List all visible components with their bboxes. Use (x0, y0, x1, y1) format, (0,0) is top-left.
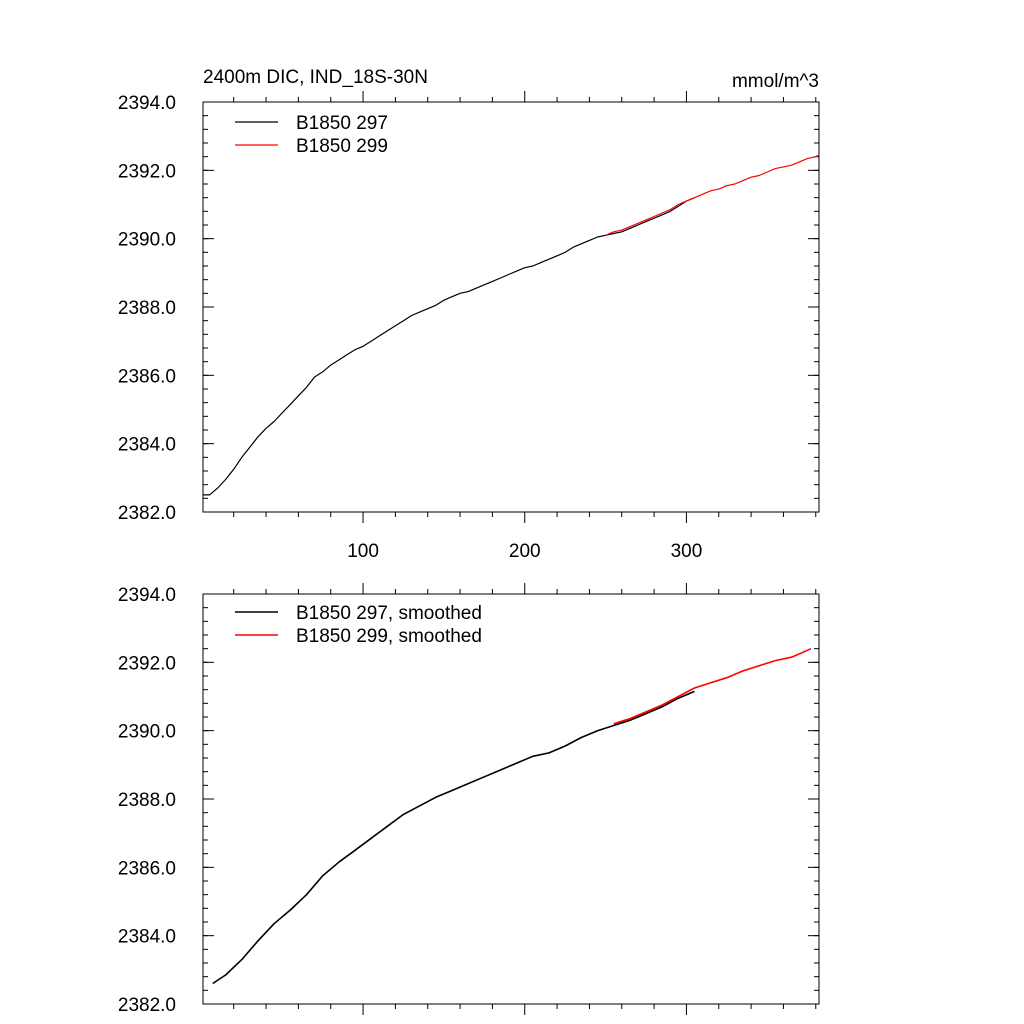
bottom-series-lines (212, 647, 812, 985)
top-legend-label-297: B1850 297 (296, 113, 388, 134)
top-series-line-b1850-297 (203, 197, 695, 496)
top-axis-ticks (203, 91, 819, 523)
bottom-y-tick-label: 2384.0 (118, 927, 176, 948)
bottom-y-tick-label: 2390.0 (118, 722, 176, 743)
top-y-tick-label: 2382.0 (118, 503, 176, 524)
bottom-y-tick-label: 2386.0 (118, 858, 176, 879)
top-y-tick-label: 2388.0 (118, 298, 176, 319)
bottom-y-tick-label: 2394.0 (118, 585, 176, 606)
top-x-tick-label: 200 (509, 541, 541, 562)
top-panel: 2382.0 2384.0 2386.0 2388.0 2390.0 2392.0 2394… (118, 67, 820, 562)
bottom-y-tick-label: 2392.0 (118, 653, 176, 674)
top-y-tick-label: 2392.0 (118, 161, 176, 182)
top-y-tick-label: 2384.0 (118, 435, 176, 456)
bottom-series-line-b1850-299 (613, 647, 812, 725)
bottom-legend: B1850 297, smoothed B1850 299, smoothed (235, 603, 482, 647)
bottom-legend-label-299: B1850 299, smoothed (296, 626, 482, 647)
top-plot-frame (202, 101, 820, 513)
top-x-tick-labels: 100 200 300 (347, 541, 702, 562)
top-y-tick-labels: 2382.0 2384.0 2386.0 2388.0 2390.0 2392.0 2394… (118, 93, 176, 524)
top-y-tick-label: 2394.0 (118, 93, 176, 114)
bottom-series-line-b1850-297 (212, 690, 695, 985)
bottom-y-tick-label: 2388.0 (118, 790, 176, 811)
top-legend-label-299: B1850 299 (296, 136, 388, 157)
top-series-lines (203, 154, 820, 496)
bottom-axis-ticks (203, 583, 819, 1015)
top-x-tick-label: 300 (671, 541, 703, 562)
bottom-y-tick-labels: 2382.0 2384.0 2386.0 2388.0 2390.0 2392.0 2394… (118, 585, 176, 1016)
top-x-tick-label: 100 (347, 541, 379, 562)
top-series-line-b1850-299 (605, 154, 820, 236)
top-legend: B1850 297 B1850 299 (235, 113, 388, 157)
bottom-plot-frame (202, 593, 820, 1005)
top-chart-title: 2400m DIC, IND_18S-30N (203, 67, 428, 88)
bottom-y-tick-label: 2382.0 (118, 995, 176, 1016)
top-y-tick-label: 2390.0 (118, 230, 176, 251)
bottom-panel: 2382.0 2384.0 2386.0 2388.0 2390.0 2392.0 2394… (118, 583, 820, 1016)
top-chart-units: mmol/m^3 (732, 71, 819, 92)
bottom-legend-label-297: B1850 297, smoothed (296, 603, 482, 624)
top-y-tick-label: 2386.0 (118, 366, 176, 387)
